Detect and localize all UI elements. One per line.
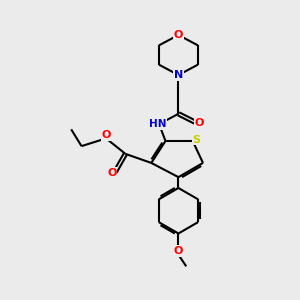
Text: O: O [107, 168, 117, 178]
Text: O: O [195, 118, 204, 128]
Text: O: O [174, 246, 183, 256]
Text: N: N [174, 70, 183, 80]
Text: HN: HN [149, 119, 166, 129]
Text: O: O [101, 130, 111, 140]
Text: O: O [174, 30, 183, 40]
Text: S: S [193, 135, 200, 145]
